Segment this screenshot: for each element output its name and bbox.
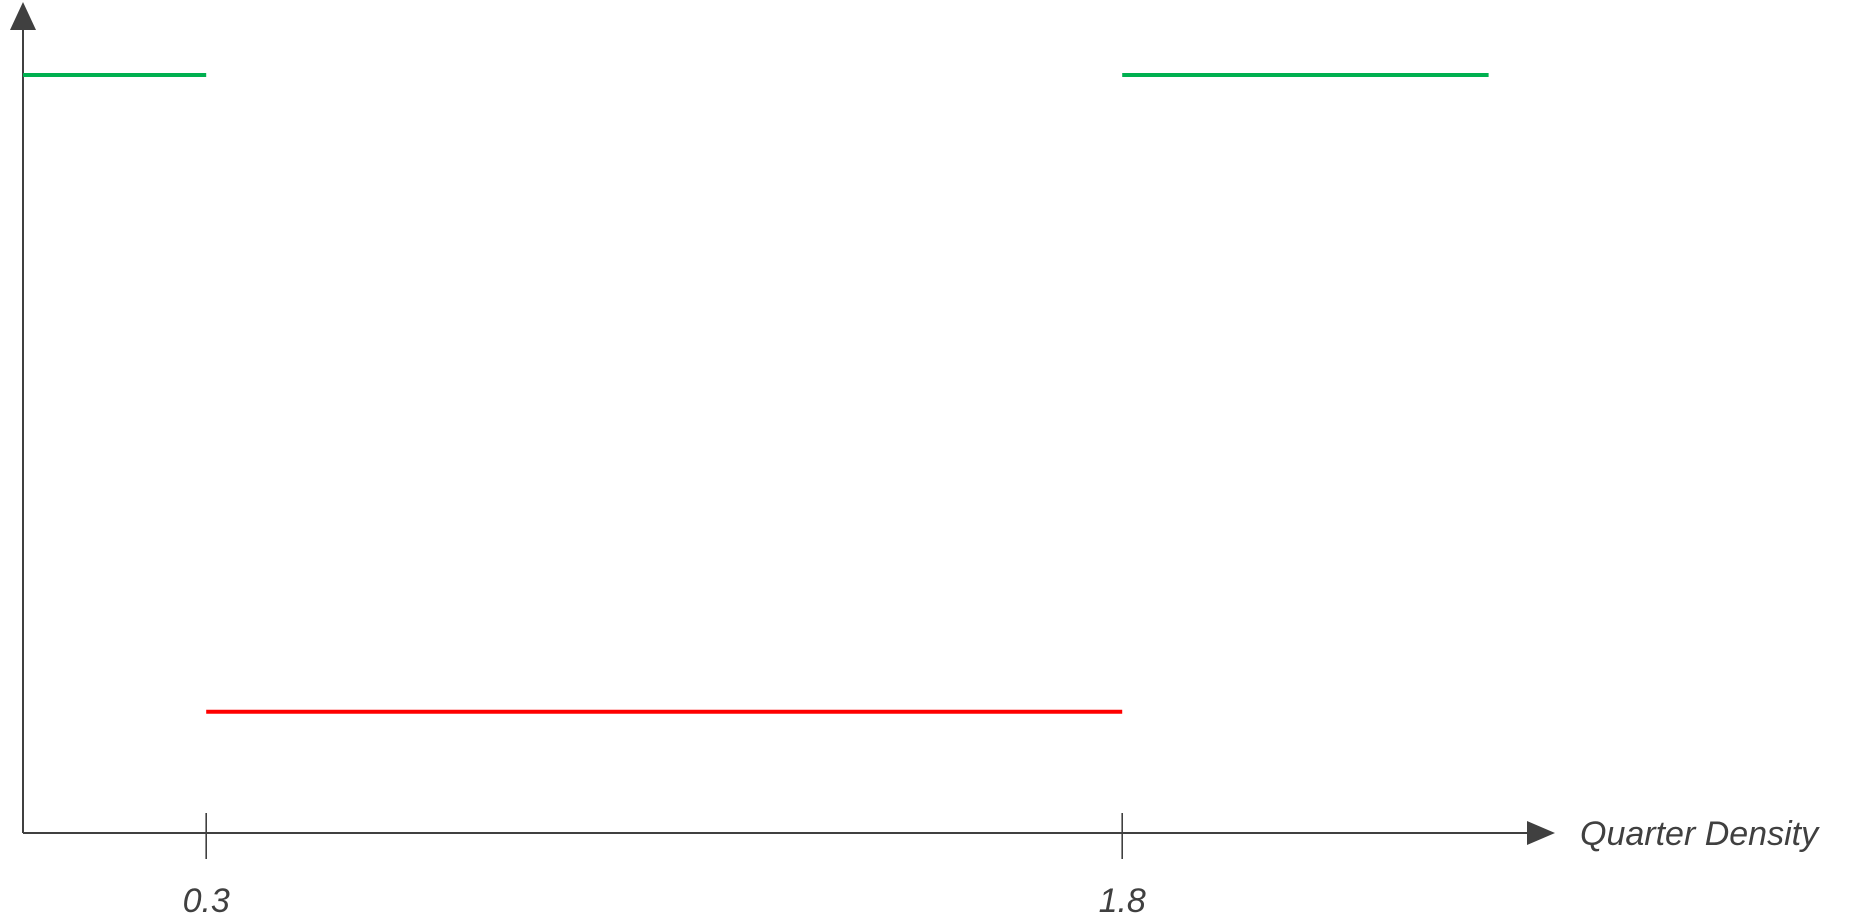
x-ticks: 0.3 1.8 — [183, 813, 1146, 915]
x-axis-title: Quarter Density — [1580, 815, 1820, 853]
axes — [10, 2, 1555, 845]
series-segments — [23, 73, 1489, 714]
x-tick-label-2: 1.8 — [1099, 882, 1146, 915]
x-tick-label-1: 0.3 — [183, 882, 230, 915]
x-axis-arrowhead — [1527, 821, 1555, 845]
y-axis-arrowhead — [10, 2, 36, 30]
